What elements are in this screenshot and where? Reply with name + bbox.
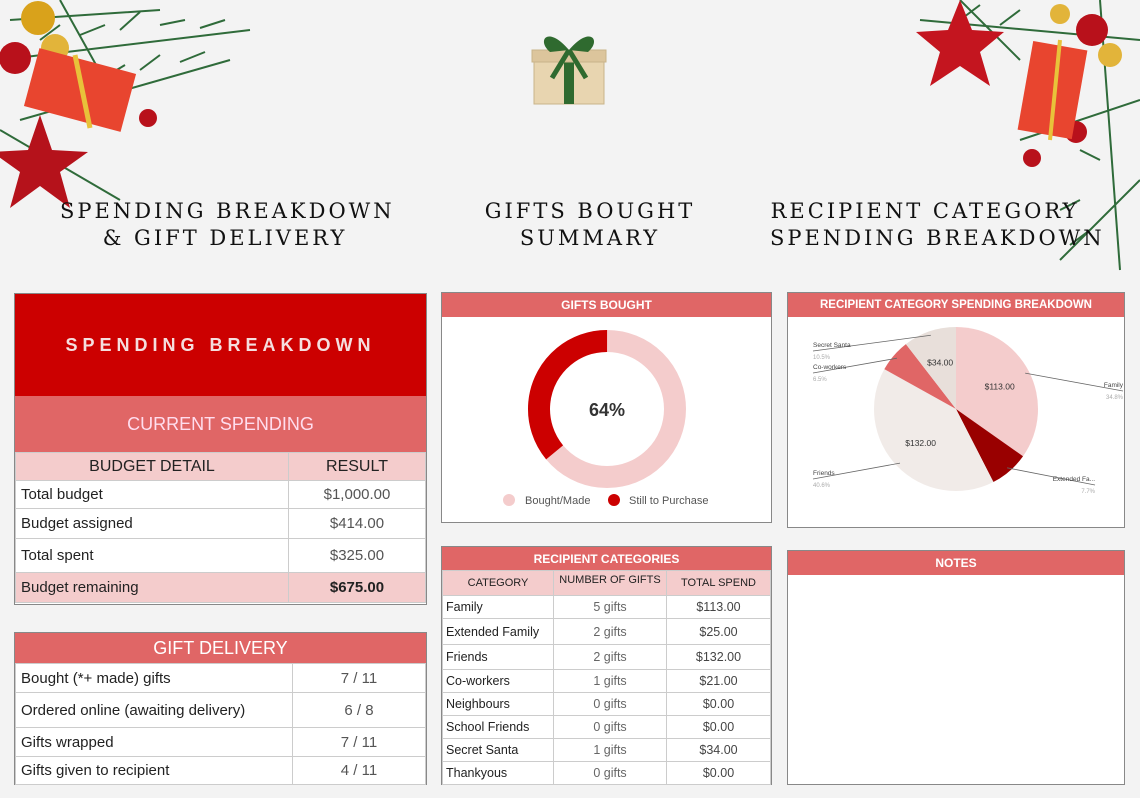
pie-leader-line	[812, 462, 901, 480]
delivery-row: Ordered online (awaiting delivery) 6 / 8	[15, 692, 426, 728]
pie-category-label: Friends	[813, 470, 835, 477]
categories-table: CATEGORY NUMBER OF GIFTS TOTAL SPEND Fam…	[442, 570, 771, 785]
pie-leader-line	[1007, 467, 1096, 486]
pie-percent-label: 6.5%	[813, 377, 827, 383]
col-result: RESULT	[288, 452, 426, 481]
pie-category-label: Extended Fa...	[1053, 476, 1095, 483]
col-total-spend: TOTAL SPEND	[666, 570, 771, 596]
table-row: Neighbours 0 gifts $0.00	[442, 692, 771, 716]
notes-title: NOTES	[788, 551, 1124, 575]
pie-category-label: Co-workers	[813, 364, 847, 371]
spending-title-bar: SPENDING BREAKDOWN	[15, 294, 426, 396]
pie-value-label: $34.00	[927, 357, 953, 367]
recipient-categories-title: RECIPIENT CATEGORIES	[442, 547, 771, 570]
budget-row: Total budget $1,000.00	[15, 480, 426, 509]
pie-slice-friends	[874, 369, 994, 491]
delivery-row: Bought (*+ made) gifts 7 / 11	[15, 663, 426, 693]
legend-swatch-remaining	[608, 494, 620, 506]
spending-breakdown-panel: SPENDING BREAKDOWN CURRENT SPENDING BUDG…	[14, 293, 427, 605]
budget-row-remaining: Budget remaining $675.00	[15, 572, 426, 603]
pie-leader-line	[812, 357, 898, 374]
col-budget-detail: BUDGET DETAIL	[15, 452, 289, 481]
pie-leader-line	[812, 334, 931, 352]
recipient-categories-panel: RECIPIENT CATEGORIES CATEGORY NUMBER OF …	[441, 546, 772, 785]
pine-decoration-left	[0, 0, 251, 208]
heading-gifts: GIFTS BOUGHT SUMMARY	[484, 199, 696, 250]
gift-box-icon	[531, 36, 607, 105]
gifts-bought-panel: GIFTS BOUGHT 64% Bought/Made Still to Pu…	[441, 292, 772, 523]
pie-slice-co-workers	[884, 344, 956, 409]
notes-panel: NOTES	[787, 550, 1125, 785]
pie-percent-label: 34.8%	[1106, 395, 1124, 401]
pine-decoration-right	[916, 0, 1140, 271]
gifts-donut-chart: 64% Bought/Made Still to Purchase	[503, 330, 708, 507]
table-row: Family 5 gifts $113.00	[442, 595, 771, 619]
pie-panel-title: RECIPIENT CATEGORY SPENDING BREAKDOWN	[788, 293, 1124, 317]
current-spending-bar: CURRENT SPENDING	[15, 396, 426, 452]
delivery-row: Gifts given to recipient 4 / 11	[15, 756, 426, 785]
pie-slice-secret-santa	[905, 327, 956, 409]
budget-row: Budget assigned $414.00	[15, 508, 426, 539]
table-row: Friends 2 gifts $132.00	[442, 644, 771, 670]
table-row: Thankyous 0 gifts $0.00	[442, 761, 771, 785]
budget-row: Total spent $325.00	[15, 538, 426, 573]
gift-delivery-panel: GIFT DELIVERY Bought (*+ made) gifts 7 /…	[14, 632, 427, 785]
heading-recipient: RECIPIENT CATEGORY SPENDING BREAKDOWN	[770, 199, 1105, 250]
pie-value-label: $132.00	[905, 438, 936, 448]
table-row: Secret Santa 1 gifts $34.00	[442, 738, 771, 762]
col-category: CATEGORY	[442, 570, 554, 596]
pie-category-label: Family	[1104, 382, 1124, 389]
pie-value-label: $113.00	[985, 381, 1015, 391]
legend-remaining: Still to Purchase	[629, 495, 708, 507]
pie-chart: $113.00 Family 34.8% Extended Fa... 7.7% $132…	[812, 327, 1124, 495]
pie-category-label: Secret Santa	[813, 342, 851, 349]
recipient-spending-pie-panel: RECIPIENT CATEGORY SPENDING BREAKDOWN $1…	[787, 292, 1125, 528]
col-number-of-gifts: NUMBER OF GIFTS	[553, 570, 667, 596]
pie-percent-label: 40.6%	[813, 483, 831, 489]
pie-percent-label: 7.7%	[1081, 489, 1095, 495]
table-row: Co-workers 1 gifts $21.00	[442, 669, 771, 693]
pie-slice-family	[956, 327, 1038, 457]
legend-swatch-bought	[503, 494, 515, 506]
table-row: Extended Family 2 gifts $25.00	[442, 618, 771, 645]
pie-slice-extended-fa	[956, 409, 1024, 482]
legend-bought: Bought/Made	[525, 495, 590, 507]
table-row: School Friends 0 gifts $0.00	[442, 715, 771, 739]
pie-leader-line	[1025, 372, 1124, 392]
delivery-row: Gifts wrapped 7 / 11	[15, 727, 426, 757]
donut-percent-label: 64%	[589, 400, 625, 420]
delivery-table: Bought (*+ made) gifts 7 / 11 Ordered on…	[15, 663, 426, 785]
pie-percent-label: 10.5%	[813, 355, 831, 361]
gifts-bought-title: GIFTS BOUGHT	[442, 293, 771, 317]
heading-spending: SPENDING BREAKDOWN & GIFT DELIVERY	[60, 199, 395, 250]
gift-delivery-title: GIFT DELIVERY	[15, 633, 426, 663]
notes-area[interactable]	[788, 575, 1124, 784]
budget-table: BUDGET DETAIL RESULT Total budget $1,000…	[15, 452, 426, 603]
